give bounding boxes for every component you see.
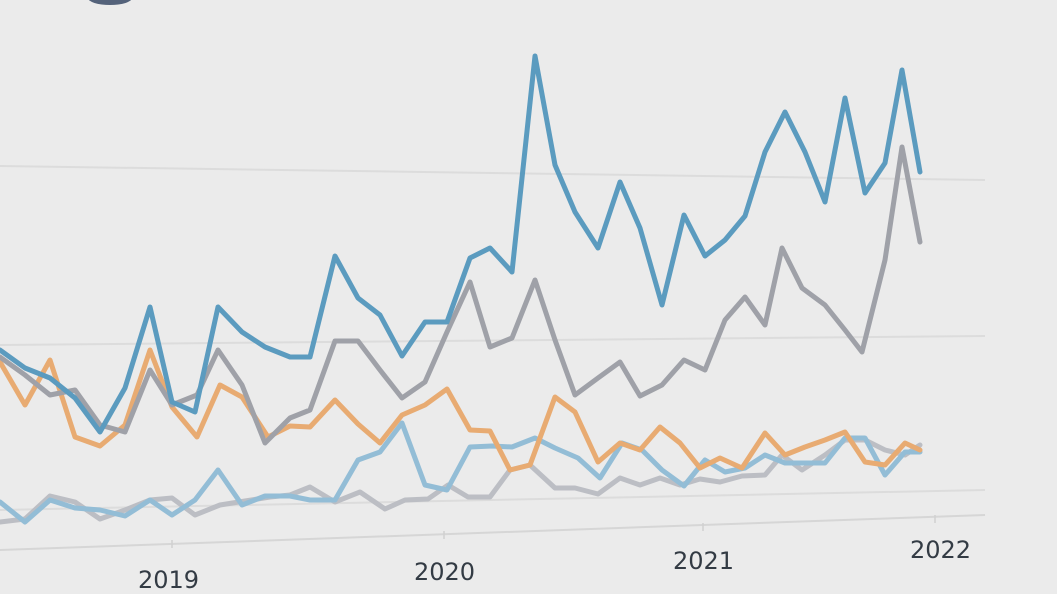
gridline-top [0, 165, 986, 181]
series-1-line [0, 53, 923, 435]
x-axis-ticks [171, 515, 936, 548]
gridline-mid [0, 335, 986, 346]
x-label-2020: 2020 [414, 558, 475, 586]
series-3-line [0, 347, 923, 473]
x-label-2021: 2021 [673, 547, 734, 575]
partial-logo-icon [88, 0, 132, 5]
series-2-line [0, 144, 923, 446]
x-label-2019: 2019 [138, 566, 199, 594]
x-axis-labels: 2019 2020 2021 2022 [138, 536, 971, 594]
x-axis-line [0, 514, 986, 551]
x-label-2022: 2022 [910, 536, 971, 564]
series-4-line [0, 420, 923, 525]
